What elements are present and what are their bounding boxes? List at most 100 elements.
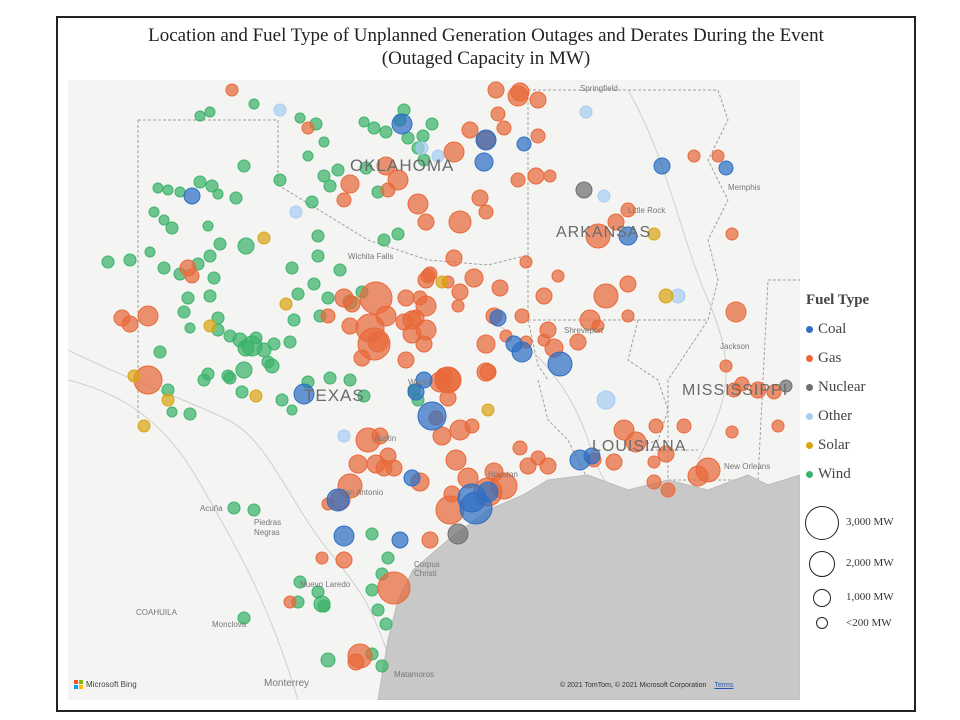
wind-plant-bubble[interactable]: [248, 98, 260, 110]
wind-plant-bubble[interactable]: [158, 214, 170, 226]
gas-plant-bubble[interactable]: [621, 309, 635, 323]
coal-plant-bubble[interactable]: [417, 401, 447, 431]
wind-plant-bubble[interactable]: [317, 169, 331, 183]
wind-plant-bubble[interactable]: [181, 291, 195, 305]
gas-plant-bubble[interactable]: [461, 121, 479, 139]
wind-plant-bubble[interactable]: [291, 287, 305, 301]
gas-plant-bubble[interactable]: [445, 249, 463, 267]
gas-plant-bubble[interactable]: [585, 223, 611, 249]
gas-plant-bubble[interactable]: [476, 334, 496, 354]
other-plant-bubble[interactable]: [415, 141, 429, 155]
gas-plant-bubble[interactable]: [415, 335, 433, 353]
wind-plant-bubble[interactable]: [235, 361, 253, 379]
solar-plant-bubble[interactable]: [127, 369, 141, 383]
gas-plant-bubble[interactable]: [490, 106, 506, 122]
wind-plant-bubble[interactable]: [101, 255, 115, 269]
gas-plant-bubble[interactable]: [620, 202, 636, 218]
gas-plant-bubble[interactable]: [695, 457, 721, 483]
gas-plant-bubble[interactable]: [543, 169, 557, 183]
gas-plant-bubble[interactable]: [676, 418, 692, 434]
wind-plant-bubble[interactable]: [311, 249, 325, 263]
solar-plant-bubble[interactable]: [481, 403, 495, 417]
gas-plant-bubble[interactable]: [529, 91, 547, 109]
gas-plant-bubble[interactable]: [397, 289, 415, 307]
gas-plant-bubble[interactable]: [496, 120, 512, 136]
gas-plant-bubble[interactable]: [412, 290, 428, 306]
gas-plant-bubble[interactable]: [607, 213, 625, 231]
wind-plant-bubble[interactable]: [123, 253, 137, 267]
coal-plant-bubble[interactable]: [718, 160, 734, 176]
wind-plant-bubble[interactable]: [165, 221, 179, 235]
gas-plant-bubble[interactable]: [375, 305, 397, 327]
gas-plant-bubble[interactable]: [657, 445, 675, 463]
solar-plant-bubble[interactable]: [279, 297, 293, 311]
coal-plant-bubble[interactable]: [407, 383, 425, 401]
gas-plant-bubble[interactable]: [348, 454, 368, 474]
other-plant-bubble[interactable]: [273, 103, 287, 117]
gas-plant-bubble[interactable]: [514, 308, 530, 324]
coal-plant-bubble[interactable]: [583, 447, 601, 465]
coal-plant-bubble[interactable]: [489, 309, 507, 327]
other-plant-bubble[interactable]: [596, 390, 616, 410]
nuclear-plant-bubble[interactable]: [779, 379, 793, 393]
coal-plant-bubble[interactable]: [516, 136, 532, 152]
nuclear-plant-bubble[interactable]: [447, 523, 469, 545]
wind-plant-bubble[interactable]: [283, 335, 297, 349]
gas-plant-bubble[interactable]: [479, 363, 497, 381]
wind-plant-bubble[interactable]: [287, 313, 301, 327]
wind-plant-bubble[interactable]: [357, 389, 371, 403]
wind-plant-bubble[interactable]: [212, 188, 224, 200]
wind-plant-bubble[interactable]: [323, 371, 337, 385]
wind-plant-bubble[interactable]: [343, 373, 357, 387]
wind-plant-bubble[interactable]: [307, 277, 321, 291]
wind-plant-bubble[interactable]: [275, 393, 289, 407]
wind-plant-bubble[interactable]: [229, 191, 243, 205]
other-plant-bubble[interactable]: [431, 149, 445, 163]
coal-plant-bubble[interactable]: [391, 113, 413, 135]
coal-plant-bubble[interactable]: [474, 152, 494, 172]
solar-plant-bubble[interactable]: [257, 231, 271, 245]
nuclear-plant-bubble[interactable]: [575, 181, 593, 199]
wind-plant-bubble[interactable]: [213, 237, 227, 251]
wind-plant-bubble[interactable]: [273, 173, 287, 187]
gas-plant-bubble[interactable]: [519, 457, 537, 475]
gas-plant-bubble[interactable]: [347, 653, 365, 671]
wind-plant-bubble[interactable]: [227, 501, 241, 515]
wind-plant-bubble[interactable]: [203, 289, 217, 303]
wind-plant-bubble[interactable]: [320, 652, 336, 668]
gas-plant-bubble[interactable]: [519, 255, 533, 269]
gas-plant-bubble[interactable]: [353, 349, 371, 367]
gas-plant-bubble[interactable]: [451, 299, 465, 313]
gas-plant-bubble[interactable]: [647, 455, 661, 469]
wind-plant-bubble[interactable]: [184, 322, 196, 334]
wind-plant-bubble[interactable]: [202, 220, 214, 232]
gas-plant-bubble[interactable]: [719, 359, 733, 373]
coal-plant-bubble[interactable]: [333, 525, 355, 547]
wind-plant-bubble[interactable]: [177, 305, 191, 319]
gas-plant-bubble[interactable]: [366, 454, 386, 474]
wind-plant-bubble[interactable]: [144, 246, 156, 258]
gas-plant-bubble[interactable]: [766, 384, 782, 400]
gas-plant-bubble[interactable]: [315, 551, 329, 565]
coal-plant-bubble[interactable]: [415, 371, 433, 389]
wind-plant-bubble[interactable]: [302, 150, 314, 162]
coal-plant-bubble[interactable]: [403, 469, 421, 487]
gas-plant-bubble[interactable]: [283, 595, 297, 609]
coal-plant-bubble[interactable]: [505, 335, 523, 353]
terms-link[interactable]: Terms: [714, 682, 734, 689]
gas-plant-bubble[interactable]: [464, 268, 484, 288]
wind-plant-bubble[interactable]: [323, 179, 337, 193]
gas-plant-bubble[interactable]: [377, 571, 411, 605]
map-view[interactable]: OKLAHOMA ARKANSAS TEXAS LOUISIANA MISSIS…: [68, 80, 800, 700]
other-plant-bubble[interactable]: [337, 429, 351, 443]
gas-plant-bubble[interactable]: [725, 301, 747, 323]
solar-plant-bubble[interactable]: [647, 227, 661, 241]
coal-plant-bubble[interactable]: [477, 481, 499, 503]
gas-plant-bubble[interactable]: [421, 531, 439, 549]
gas-plant-bubble[interactable]: [484, 462, 504, 482]
solar-plant-bubble[interactable]: [203, 319, 217, 333]
wind-plant-bubble[interactable]: [152, 182, 164, 194]
gas-plant-bubble[interactable]: [371, 427, 389, 445]
wind-plant-bubble[interactable]: [293, 575, 307, 589]
wind-plant-bubble[interactable]: [367, 121, 381, 135]
